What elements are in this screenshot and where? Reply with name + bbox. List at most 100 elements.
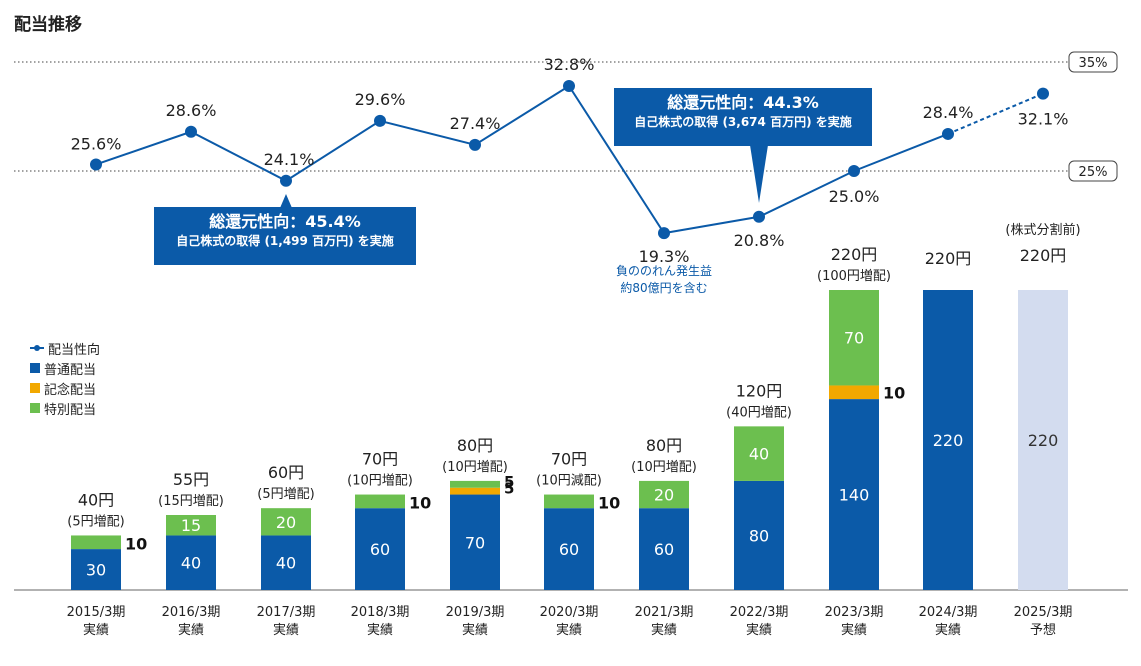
x-tick-sub-label: 実績: [556, 622, 582, 638]
bar-regular: [1018, 290, 1068, 590]
bar-special: [355, 494, 405, 509]
legend-swatch-special: [30, 403, 40, 413]
legend-item-commemorative: 記念配当: [30, 378, 100, 398]
legend-label: 特別配当: [44, 402, 97, 418]
payout-point: [942, 127, 954, 140]
bar-change-label: (40円増配): [726, 405, 792, 420]
reference-label-35: 35%: [1079, 56, 1108, 71]
callout-2017-title: 総還元性向：45.4%: [209, 212, 361, 231]
bar-special-label: 10: [598, 493, 620, 512]
bar-change-label: (10円減配): [536, 473, 602, 489]
callout-2017-detail: 自己株式の取得 (1,499 百万円) を実施: [176, 234, 394, 248]
bar-special-label: 10: [125, 534, 147, 553]
bar-regular: [166, 535, 216, 590]
legend-label: 配当性向: [48, 342, 101, 358]
x-tick-sub-label: 実績: [273, 622, 299, 638]
bar-total-label: 220円: [925, 249, 972, 268]
bar-regular-label: 80: [749, 526, 769, 545]
callout-2022-detail: 自己株式の取得 (3,674 百万円) を実施: [634, 115, 852, 129]
payout-point-label: 32.8%: [544, 55, 595, 74]
bar-total-label: 70円: [362, 450, 398, 469]
legend-swatch-regular: [30, 363, 40, 373]
bar-special-label: 20: [276, 513, 296, 532]
note-2021: 負ののれん発生益 約80億円を含む: [594, 263, 734, 297]
bar-change-label: (5円増配): [67, 514, 124, 529]
payout-point: [563, 79, 575, 92]
payout-point: [374, 114, 386, 127]
bar-commemorative: [450, 487, 500, 495]
x-tick-label: 2023/3期: [825, 605, 884, 620]
bar-change-label: (10円増配): [631, 460, 697, 475]
bar-change-label: (5円増配): [257, 487, 314, 502]
x-tick-sub-label: 実績: [367, 622, 393, 638]
payout-point-label: 19.3%: [639, 247, 690, 266]
x-tick-label: 2021/3期: [635, 605, 694, 620]
bar-total-label: 60円: [268, 463, 304, 482]
bar-special: [544, 494, 594, 509]
payout-line: [95, 84, 949, 235]
bar-special-label: 10: [409, 493, 431, 512]
x-tick-sub-label: 実績: [746, 622, 772, 638]
x-tick-label: 2018/3期: [351, 605, 410, 620]
x-tick-sub-label: 実績: [178, 622, 204, 638]
x-tick-sub-label: 実績: [462, 622, 488, 638]
x-tick-sub-label: 実績: [935, 622, 961, 638]
bar-change-label: (15円増配): [158, 494, 224, 509]
bar-commemorative: [829, 385, 879, 400]
legend-line-swatch: [30, 343, 44, 353]
x-tick-sub-label: 予想: [1030, 622, 1056, 638]
payout-point-label: 32.1%: [1018, 110, 1069, 129]
bar-commemorative-label: 5: [504, 480, 514, 498]
bar-regular-label: 40: [276, 554, 296, 573]
bar-special-label: 20: [654, 486, 674, 505]
reference-badge-35: [1068, 51, 1118, 73]
page-title: 配当推移: [14, 15, 82, 35]
payout-point-label: 29.6%: [355, 90, 406, 109]
bar-total-label: 80円: [457, 436, 493, 455]
legend-label: 普通配当: [44, 362, 97, 378]
bar-special: [450, 480, 500, 488]
bar-regular-label: 220: [933, 431, 964, 450]
legend: 配当性向 普通配当 記念配当 特別配当: [30, 338, 100, 418]
reference-label-25: 25%: [1079, 165, 1108, 180]
bar-regular: [355, 508, 405, 590]
bar-regular-label: 220: [1028, 431, 1059, 450]
x-tick-label: 2017/3期: [257, 605, 316, 620]
bar-regular: [639, 508, 689, 590]
payout-point: [280, 174, 292, 187]
bar-regular-label: 60: [370, 540, 390, 559]
bar-regular: [734, 480, 784, 590]
bar-change-label: (100円増配): [817, 269, 891, 284]
legend-item-special: 特別配当: [30, 398, 100, 418]
payout-line-forecast: [947, 92, 1044, 135]
note-2021-line2: 約80億円を含む: [620, 281, 708, 295]
bar-regular: [829, 399, 879, 590]
bar-change-label: (株式分割前): [1005, 222, 1080, 238]
x-tick-sub-label: 実績: [651, 622, 677, 638]
bar-special: [639, 480, 689, 509]
payout-point-label: 25.6%: [71, 134, 122, 153]
bar-total-label: 220円: [831, 245, 878, 264]
bar-regular: [450, 494, 500, 590]
callout-2022-title: 総還元性向：44.3%: [667, 93, 819, 112]
payout-point: [753, 210, 765, 223]
bar-special-label: 15: [181, 516, 201, 535]
bar-special: [829, 290, 879, 386]
bar-commemorative-label: 10: [883, 383, 905, 402]
legend-item-payout: 配当性向: [30, 338, 100, 358]
bar-regular-label: 40: [181, 554, 201, 573]
payout-point-label: 28.4%: [923, 103, 974, 122]
bar-special-label: 70: [844, 329, 864, 348]
payout-point: [1037, 87, 1049, 100]
bar-total-label: 55円: [173, 470, 209, 489]
x-tick-label: 2025/3期: [1014, 605, 1073, 620]
x-tick-label: 2019/3期: [446, 605, 505, 620]
bar-regular-label: 30: [86, 561, 106, 580]
bar-total-label: 70円: [551, 450, 587, 469]
bar-special-label: 5: [504, 473, 514, 491]
callout-2022: 総還元性向：44.3% 自己株式の取得 (3,674 百万円) を実施: [614, 88, 872, 146]
payout-point-label: 28.6%: [166, 101, 217, 120]
x-tick-label: 2016/3期: [162, 605, 221, 620]
bar-regular-label: 60: [559, 540, 579, 559]
x-tick-label: 2020/3期: [540, 605, 599, 620]
